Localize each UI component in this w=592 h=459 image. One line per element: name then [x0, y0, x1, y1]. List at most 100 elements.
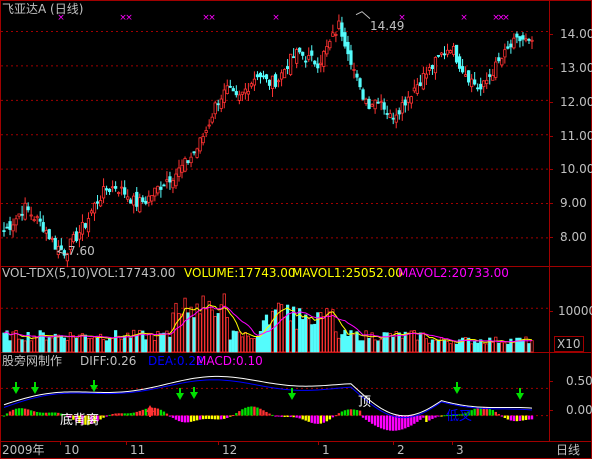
- macd-bar: [376, 415, 380, 428]
- volume-bar: [391, 336, 395, 353]
- down-arrow-icon: [288, 393, 296, 400]
- macd-bar: [214, 415, 217, 420]
- macd-bar: [512, 415, 516, 422]
- volume-bar: [62, 337, 66, 353]
- macd-bar: [195, 415, 199, 421]
- candle-body: [117, 192, 121, 194]
- signal-x-marker: ×: [208, 13, 216, 23]
- candle-body: [482, 80, 486, 88]
- price-tick-8: 8.00: [560, 230, 587, 244]
- low-cross-label: 低叉: [446, 409, 473, 424]
- macd-bar: [319, 415, 322, 424]
- macd-bar: [32, 411, 36, 416]
- candle-body: [198, 137, 202, 152]
- candle-body: [295, 49, 299, 64]
- down-arrow-icon: [190, 392, 198, 399]
- candle-body: [448, 50, 453, 54]
- candle-body: [279, 72, 284, 80]
- volume-bar: [403, 331, 407, 353]
- candle-body: [156, 185, 160, 194]
- candle-body: [352, 69, 356, 71]
- macd-bar: [11, 409, 15, 416]
- volume-bar: [117, 335, 121, 353]
- candle-body: [273, 74, 278, 87]
- volume-bar: [424, 338, 429, 353]
- macd-bar: [156, 408, 160, 416]
- candle-body: [159, 186, 163, 190]
- volume-bar: [385, 332, 389, 353]
- macd-bar: [42, 412, 45, 416]
- candle-body: [364, 98, 368, 104]
- volume-bar: [352, 334, 356, 353]
- candle-body: [252, 78, 257, 86]
- volume-bar: [234, 331, 238, 353]
- volume-bar: [177, 313, 181, 353]
- macd-bar: [434, 415, 437, 418]
- macd-bar: [235, 413, 238, 416]
- macd-bar: [316, 415, 319, 424]
- macd-bar: [132, 412, 135, 416]
- candle-body: [249, 83, 254, 87]
- candle-body: [228, 85, 232, 88]
- candle-body: [111, 186, 115, 189]
- candle-body: [506, 46, 510, 49]
- macd-bar: [129, 413, 132, 416]
- candle-body: [216, 103, 220, 106]
- macd-bar: [241, 409, 244, 416]
- volume-bar: [216, 313, 220, 353]
- macd-bar: [153, 407, 157, 416]
- macd-bar: [207, 415, 211, 419]
- macd-bar: [159, 409, 163, 416]
- candle-body: [95, 201, 100, 204]
- macd-bar: [250, 406, 253, 416]
- volume-bar: [38, 330, 42, 353]
- volume-bar: [412, 330, 416, 353]
- macd-bar: [476, 407, 479, 416]
- macd-bar: [367, 415, 371, 422]
- high-price-label: 14.49: [370, 19, 405, 33]
- down-arrow-icon: [453, 387, 461, 394]
- volume-bar: [47, 337, 51, 353]
- macd-bar: [280, 415, 283, 417]
- candle-body: [476, 87, 480, 90]
- date-label-2009: 2009年: [2, 443, 45, 457]
- candle-body: [394, 114, 398, 123]
- macd-bar: [48, 412, 51, 416]
- candle-body: [183, 158, 187, 172]
- volume-bar: [415, 339, 419, 353]
- candle-body: [316, 63, 320, 69]
- macd-bar: [66, 415, 69, 417]
- volume-bar: [123, 335, 127, 353]
- candle-body: [38, 218, 42, 222]
- candle-body: [400, 102, 404, 114]
- macd-bar: [108, 414, 111, 416]
- macd-bar: [416, 415, 419, 422]
- macd-bar: [93, 415, 96, 423]
- candle-body: [171, 180, 175, 189]
- macd-bar: [17, 408, 21, 416]
- volume-bar: [328, 311, 332, 353]
- arrow-stem: [456, 382, 458, 387]
- volume-bar: [5, 330, 9, 353]
- candle-body: [2, 230, 6, 233]
- candle-body: [361, 89, 365, 100]
- date-label-10: 10: [64, 443, 80, 457]
- volume-bar: [95, 337, 100, 353]
- macd-value: MACD:0.10: [196, 354, 263, 368]
- arrow-stem: [291, 388, 293, 393]
- volume-bar: [108, 338, 112, 353]
- volume-bar: [358, 340, 362, 353]
- macd-bar: [307, 415, 310, 422]
- volume-value: VOLUME:17743.00: [184, 266, 296, 280]
- candle-body: [530, 39, 534, 42]
- candle-body: [153, 187, 157, 197]
- period-label[interactable]: 日线: [556, 443, 581, 457]
- candle-body: [5, 226, 9, 229]
- macd-bar: [23, 408, 27, 416]
- macd-bar: [72, 415, 75, 420]
- diff-value: DIFF:0.26: [80, 354, 137, 368]
- volume-bar: [298, 308, 302, 353]
- macd-bar: [238, 411, 241, 416]
- volume-bar: [301, 319, 305, 353]
